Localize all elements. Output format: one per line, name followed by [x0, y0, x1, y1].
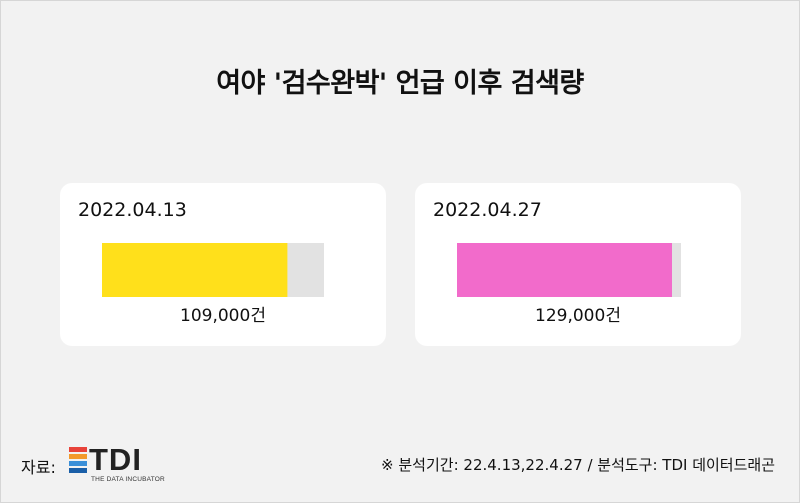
card-2022-04-27: 2022.04.27 129,000건: [415, 183, 741, 346]
card-date: 2022.04.27: [433, 199, 542, 221]
bar-chart-1: [102, 243, 324, 297]
card-value: 109,000건: [180, 306, 266, 326]
card-2022-04-13: 2022.04.13 109,000건: [60, 183, 386, 346]
card-value: 129,000건: [535, 306, 621, 326]
logo-text: TDI: [89, 442, 142, 477]
source-label: 자료:: [21, 458, 56, 477]
analysis-note: ※ 분석기간: 22.4.13,22.4.27 / 분석도구: TDI 데이터드…: [381, 456, 775, 474]
bar-fill: [457, 243, 672, 297]
bar-fill: [102, 243, 288, 297]
card-date: 2022.04.13: [78, 199, 187, 221]
chart-title: 여야 '검수완박' 언급 이후 검색량: [216, 68, 584, 99]
logo-subtext: THE DATA INCUBATOR: [91, 476, 165, 483]
logo-bars-icon: [69, 447, 89, 473]
bar-chart-2: [457, 243, 681, 297]
tdi-logo: TDI THE DATA INCUBATOR: [69, 442, 169, 487]
